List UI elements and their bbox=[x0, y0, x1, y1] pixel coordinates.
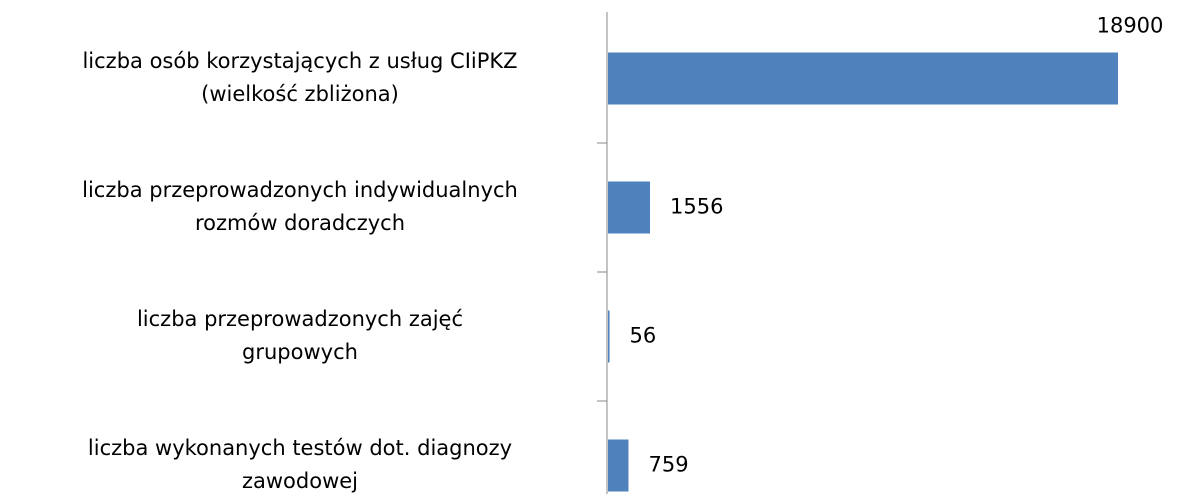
bar bbox=[608, 181, 650, 234]
value-label: 1556 bbox=[670, 195, 723, 219]
category-label: liczba przeprowadzonych zajęć grupowych bbox=[137, 307, 463, 364]
bar bbox=[608, 310, 610, 363]
category-label: liczba osób korzystających z usług CIiPK… bbox=[82, 49, 517, 106]
value-label: 56 bbox=[630, 324, 657, 348]
value-label: 18900 bbox=[1097, 14, 1164, 38]
bar bbox=[608, 52, 1118, 105]
category-label: liczba wykonanych testów dot. diagnozy za… bbox=[88, 436, 512, 493]
value-label: 759 bbox=[648, 453, 688, 477]
bar bbox=[608, 439, 629, 492]
category-label: liczba przeprowadzonych indywidualnych ro… bbox=[82, 178, 518, 235]
